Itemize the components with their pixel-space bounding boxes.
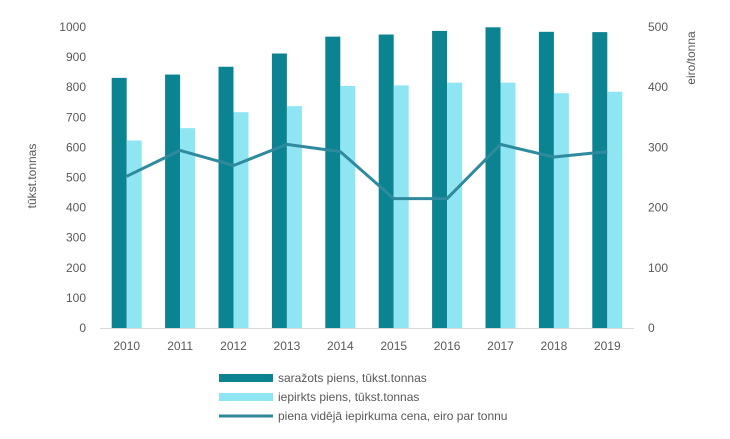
left-tick-label: 0 [79,321,86,335]
left-tick-label: 800 [66,80,86,94]
right-tick-label: 400 [648,80,668,94]
right-tick-label: 0 [648,321,655,335]
bar-series-1-2010 [126,140,142,328]
x-tick-label: 2017 [487,339,514,353]
x-tick-label: 2010 [113,339,140,353]
bar-series-0-2014 [325,36,341,329]
bar-series-0-2015 [378,34,394,329]
bar-series-1-2017 [500,82,516,328]
bar-series-0-2010 [111,77,127,328]
bar-series-1-2011 [180,128,196,328]
left-axis: 0 100 200 300 400 500 600 700 800 900 1000 [59,20,86,335]
legend-label-1: iepirkts piens, tūkst.tonnas [278,390,419,404]
left-axis-title: tūkst.tonnas [25,144,39,209]
bar-series-1-2016 [447,82,463,328]
legend-label-2: piena vidējā iepirkuma cena, eiro par to… [278,409,507,423]
line-series-2 [126,142,608,201]
left-tick-label: 100 [66,291,86,305]
bar-series-0-2012 [218,66,234,329]
x-tick-label: 2014 [327,339,354,353]
bar-series-0-2019 [592,32,608,328]
right-tick-label: 200 [648,201,668,215]
legend-swatch-0 [219,374,273,382]
x-tick-label: 2015 [380,339,407,353]
bar-series-1-2013 [286,106,302,329]
plot-area [100,27,634,329]
left-tick-label: 500 [66,171,86,185]
bar-series-1-2019 [607,91,623,328]
bar-series-1-2012 [233,112,249,328]
left-tick-label: 200 [66,261,86,275]
bar-series-0-2013 [271,53,287,328]
right-tick-label: 500 [648,20,668,34]
right-axis-title: eiro/tonna [684,31,698,85]
bar-series-0-2017 [485,27,501,329]
right-tick-label: 100 [648,261,668,275]
bar-series-1-2015 [393,85,409,328]
left-tick-label: 400 [66,201,86,215]
legend: saražots piens, tūkst.tonnas iepirkts pie… [219,371,507,423]
left-tick-label: 600 [66,140,86,154]
bar-series-0-2011 [165,74,181,328]
left-tick-label: 900 [66,50,86,64]
bar-series-0-2018 [538,31,554,328]
x-tick-label: 2018 [541,339,568,353]
x-tick-label: 2012 [220,339,247,353]
left-tick-label: 300 [66,231,86,245]
bar-series-1-2014 [340,85,356,328]
bar-series-0-2016 [432,30,448,329]
right-axis: 0 100 200 300 400 500 [648,20,668,335]
x-tick-label: 2011 [167,339,193,353]
x-tick-label: 2016 [434,339,461,353]
bar-series-1-2018 [553,93,569,328]
left-tick-label: 700 [66,110,86,124]
x-axis: 2010 2011 2012 2013 2014 2015 2016 2017 2018 2019 [113,339,621,353]
x-tick-label: 2013 [274,339,301,353]
legend-swatch-1 [219,393,273,401]
left-tick-label: 1000 [59,20,86,34]
legend-label-0: saražots piens, tūkst.tonnas [278,371,427,385]
right-tick-label: 300 [648,140,668,154]
x-tick-label: 2019 [594,339,621,353]
